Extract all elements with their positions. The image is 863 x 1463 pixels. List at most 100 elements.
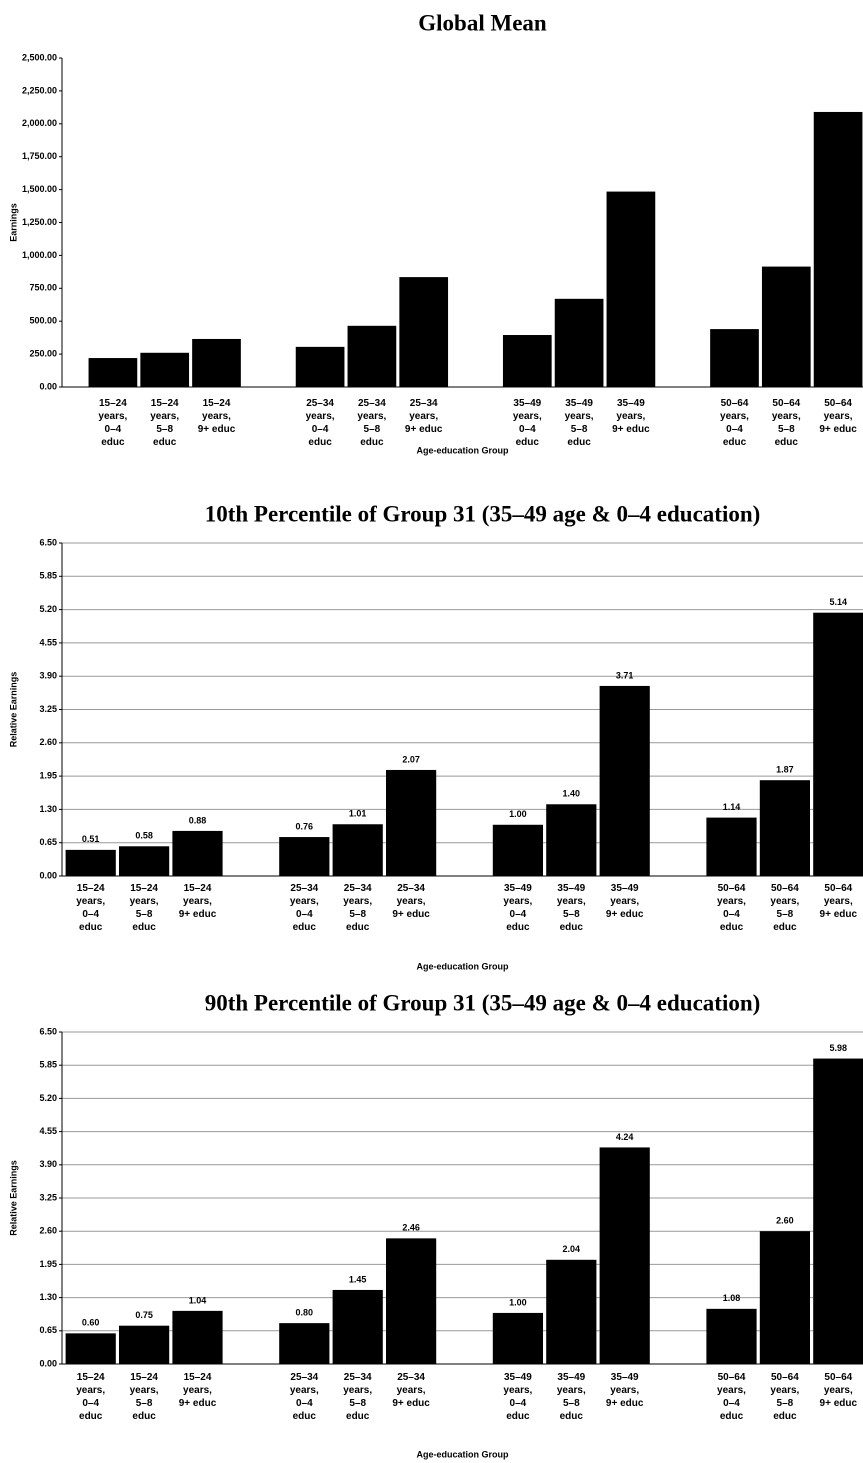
y-tick-label: 1,500.00 xyxy=(22,184,57,194)
value-label: 0.76 xyxy=(296,821,314,831)
y-tick-label: 5.85 xyxy=(39,1060,57,1070)
bar xyxy=(386,769,437,876)
y-tick-label: 1.95 xyxy=(39,1259,57,1269)
x-tick-label: 25–34 years, 9+ educ xyxy=(392,883,430,920)
bar xyxy=(492,824,543,876)
y-tick-label: 2.60 xyxy=(39,737,57,747)
value-label: 5.98 xyxy=(830,1043,848,1053)
bar xyxy=(606,191,656,387)
x-tick-label: 50–64 years, 9+ educ xyxy=(819,1372,858,1409)
value-label: 1.00 xyxy=(509,1297,527,1307)
y-tick-label: 3.25 xyxy=(39,704,57,714)
value-label: 1.45 xyxy=(349,1274,367,1284)
y-tick-label: 4.55 xyxy=(39,1126,57,1136)
bar xyxy=(65,1333,116,1364)
bar xyxy=(279,1323,330,1364)
bar xyxy=(140,352,190,387)
value-label: 1.08 xyxy=(723,1293,741,1303)
value-label: 0.88 xyxy=(189,815,207,825)
x-tick-label: 50–64 years, 9+ educ xyxy=(819,883,858,920)
bar xyxy=(813,1058,863,1364)
bar xyxy=(813,111,863,388)
value-label: 1.04 xyxy=(189,1295,207,1305)
x-tick-label: 50–64 years, 5–8 educ xyxy=(770,883,800,933)
bar xyxy=(332,1289,383,1364)
value-label: 1.00 xyxy=(509,809,527,819)
value-label: 0.51 xyxy=(82,834,100,844)
x-tick-label: 25–34 years, 0–4 educ xyxy=(305,398,335,448)
bar xyxy=(119,1325,170,1364)
x-tick-label: 50–64 years, 9+ educ xyxy=(819,398,857,435)
y-tick-label: 0.00 xyxy=(39,1358,57,1368)
value-label: 1.14 xyxy=(723,802,741,812)
value-label: 1.01 xyxy=(349,809,367,819)
x-tick-label: 25–34 years, 0–4 educ xyxy=(289,883,319,933)
bar xyxy=(706,817,757,876)
x-tick-label: 35–49 years, 9+ educ xyxy=(605,1372,644,1409)
x-tick-label: 25–34 years, 9+ educ xyxy=(392,1372,430,1409)
value-label: 2.07 xyxy=(402,754,420,764)
x-tick-label: 35–49 years, 9+ educ xyxy=(612,398,650,435)
y-tick-label: 0.65 xyxy=(39,1325,57,1335)
bar xyxy=(88,358,138,387)
x-tick-label: 35–49 years, 5–8 educ xyxy=(556,1372,586,1422)
y-tick-label: 0.00 xyxy=(39,381,57,391)
y-tick-label: 6.50 xyxy=(39,1026,57,1036)
y-tick-label: 2.60 xyxy=(39,1226,57,1236)
y-tick-label: 750.00 xyxy=(29,283,57,293)
y-tick-label: 6.50 xyxy=(39,537,57,547)
value-label: 0.60 xyxy=(82,1318,100,1328)
x-tick-label: 35–49 years, 5–8 educ xyxy=(556,883,586,933)
x-tick-label: 35–49 years, 9+ educ xyxy=(605,883,644,920)
bar xyxy=(172,830,223,876)
x-tick-label: 50–64 years, 5–8 educ xyxy=(771,398,801,448)
x-axis-title: Age-education Group xyxy=(417,445,510,455)
y-tick-label: 2,500.00 xyxy=(22,52,57,62)
bar xyxy=(347,325,397,387)
bar xyxy=(399,277,449,387)
bar xyxy=(761,266,811,387)
x-tick-label: 15–24 years, 9+ educ xyxy=(197,398,236,435)
value-label: 3.71 xyxy=(616,670,634,680)
value-label: 2.04 xyxy=(563,1244,581,1254)
chart-title: 90th Percentile of Group 31 (35–49 age &… xyxy=(205,990,761,1015)
x-tick-label: 50–64 years, 0–4 educ xyxy=(717,883,746,933)
y-tick-label: 3.90 xyxy=(39,1159,57,1169)
value-label: 4.24 xyxy=(616,1132,634,1142)
value-label: 2.60 xyxy=(776,1216,794,1226)
y-tick-label: 4.55 xyxy=(39,637,57,647)
y-axis-title: Earnings xyxy=(8,203,18,242)
value-label: 1.87 xyxy=(776,765,794,775)
bar xyxy=(706,1308,757,1364)
x-tick-label: 50–64 years, 0–4 educ xyxy=(720,398,749,448)
bar xyxy=(599,1147,650,1364)
y-tick-label: 5.20 xyxy=(39,604,57,614)
bar xyxy=(599,685,650,876)
y-tick-label: 0.00 xyxy=(39,870,57,880)
value-label: 0.58 xyxy=(135,831,153,841)
bar xyxy=(119,846,170,876)
bar xyxy=(813,612,863,876)
x-tick-label: 50–64 years, 0–4 educ xyxy=(717,1372,746,1422)
y-tick-label: 2,250.00 xyxy=(22,85,57,95)
y-tick-label: 5.85 xyxy=(39,571,57,581)
bar xyxy=(492,1312,543,1364)
x-tick-label: 25–34 years, 5–8 educ xyxy=(343,883,373,933)
value-label: 0.75 xyxy=(135,1310,153,1320)
y-tick-label: 250.00 xyxy=(29,348,57,358)
y-tick-label: 1,000.00 xyxy=(22,250,57,260)
bar xyxy=(759,780,810,876)
y-tick-label: 1.30 xyxy=(39,1292,57,1302)
y-tick-label: 1.95 xyxy=(39,770,57,780)
y-tick-label: 1.30 xyxy=(39,804,57,814)
x-tick-label: 50–64 years, 5–8 educ xyxy=(770,1372,800,1422)
bar xyxy=(386,1238,437,1364)
bar xyxy=(554,298,604,387)
x-tick-label: 15–24 years, 0–4 educ xyxy=(76,883,106,933)
bar xyxy=(759,1231,810,1364)
value-label: 2.46 xyxy=(402,1223,420,1233)
y-tick-label: 5.20 xyxy=(39,1093,57,1103)
value-label: 1.40 xyxy=(563,789,581,799)
bar xyxy=(279,837,330,876)
